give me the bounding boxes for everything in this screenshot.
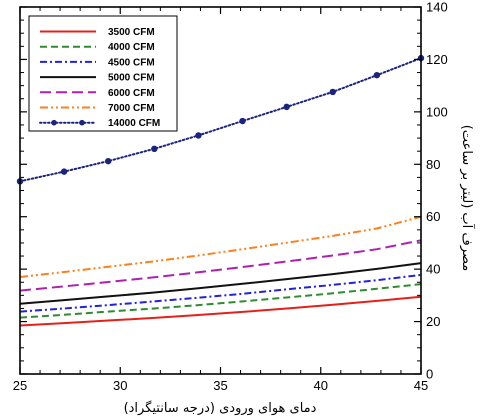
data-point: [151, 145, 158, 153]
y-tick-label: 100: [426, 104, 448, 119]
series-5000-cfm: [19, 262, 422, 305]
legend-item: 14000 CFM: [39, 118, 160, 129]
legend-item: 4000 CFM: [40, 42, 155, 53]
legend-label: 4500 CFM: [108, 57, 155, 68]
legend-label: 4000 CFM: [108, 42, 155, 53]
series-line: [19, 273, 422, 313]
data-point: [60, 168, 68, 175]
series-line: [19, 57, 422, 183]
series-line: [19, 295, 422, 327]
series-group: [16, 54, 425, 327]
data-point: [373, 71, 381, 79]
data-point: [195, 132, 202, 139]
data-point: [239, 117, 246, 125]
legend-marker: [51, 119, 57, 126]
legend-label: 6000 CFM: [108, 88, 155, 99]
series-14000-cfm: [16, 54, 425, 185]
y-tick-label: 20: [426, 314, 440, 329]
legend-label: 14000 CFM: [108, 118, 160, 129]
series-line: [19, 262, 422, 305]
y-tick-label: 120: [426, 52, 448, 67]
y-axis-title: مصرف آب (لیتر بر ساعت): [459, 125, 476, 272]
series-line: [19, 215, 422, 278]
series-3500-cfm: [19, 295, 422, 327]
x-tick-label: 45: [414, 378, 428, 393]
legend-label: 5000 CFM: [108, 73, 155, 84]
data-point: [105, 157, 112, 165]
series-line: [19, 283, 422, 319]
legend-label: 3500 CFM: [108, 27, 155, 38]
legend-box: [28, 15, 178, 132]
series-6000-cfm: [19, 239, 422, 292]
series-line: [19, 239, 422, 292]
legend-item: 3500 CFM: [40, 27, 155, 38]
legend-item: 7000 CFM: [40, 103, 155, 114]
series-4500-cfm: [19, 273, 422, 313]
data-point: [283, 103, 290, 111]
y-tick-label: 0: [426, 367, 433, 382]
x-tick-label: 40: [314, 378, 328, 393]
legend-item: 4500 CFM: [40, 57, 155, 68]
data-point: [329, 88, 336, 96]
legend-label: 7000 CFM: [108, 103, 155, 114]
y-tick-label: 80: [426, 157, 440, 172]
y-tick-label: 140: [426, 0, 448, 15]
x-axis-title: دمای هوای ورودی (درجه سانتیگراد): [124, 400, 317, 416]
legend-marker: [79, 119, 85, 126]
y-tick-label: 60: [426, 209, 440, 224]
legend: 3500 CFM 4000 CFM 4500 CFM 5000 CFM 6000 CFM…: [28, 15, 178, 132]
x-tick-label: 25: [13, 378, 27, 393]
axes: 25 30 35 40 450 20 40 60 80 100 120 140: [13, 0, 448, 393]
y-tick-label: 40: [426, 262, 440, 277]
legend-item: 5000 CFM: [40, 73, 155, 84]
x-tick-label: 35: [213, 378, 227, 393]
x-tick-label: 30: [113, 378, 127, 393]
series-4000-cfm: [19, 283, 422, 319]
legend-item: 6000 CFM: [40, 88, 155, 99]
series-7000-cfm: [19, 215, 422, 278]
